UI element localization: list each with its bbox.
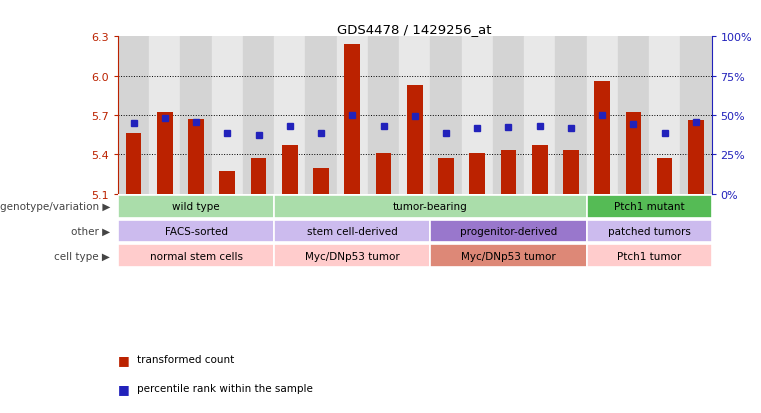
Bar [438, 159, 454, 195]
Bar [180, 37, 212, 195]
Bar [657, 159, 673, 195]
Text: Ptch1 mutant: Ptch1 mutant [613, 202, 684, 212]
Text: tumor-bearing: tumor-bearing [393, 202, 468, 212]
Bar [462, 37, 493, 195]
Bar [336, 37, 368, 195]
Text: transformed count: transformed count [137, 354, 234, 364]
Text: wild type: wild type [172, 202, 220, 212]
Bar [532, 146, 547, 195]
Bar [563, 151, 579, 195]
Bar [118, 195, 274, 218]
Text: percentile rank within the sample: percentile rank within the sample [137, 383, 313, 393]
Bar [524, 37, 556, 195]
Text: ■: ■ [118, 382, 134, 395]
Bar [243, 37, 274, 195]
Bar [274, 220, 431, 243]
Bar [587, 195, 712, 218]
Bar [376, 154, 391, 195]
Bar [431, 220, 587, 243]
Bar [501, 151, 516, 195]
Bar [157, 113, 173, 195]
Bar [118, 37, 149, 195]
Bar [493, 37, 524, 195]
Bar [274, 37, 305, 195]
Bar [649, 37, 680, 195]
Text: stem cell-derived: stem cell-derived [307, 226, 398, 236]
Bar [282, 146, 298, 195]
Text: progenitor-derived: progenitor-derived [460, 226, 557, 236]
Bar [587, 220, 712, 243]
Text: Myc/DNp53 tumor: Myc/DNp53 tumor [461, 251, 556, 261]
Bar [305, 37, 336, 195]
Bar [470, 154, 485, 195]
Bar [212, 37, 243, 195]
Bar [219, 172, 235, 195]
Text: Ptch1 tumor: Ptch1 tumor [617, 251, 681, 261]
Bar [587, 245, 712, 268]
Bar [399, 37, 431, 195]
Text: Myc/DNp53 tumor: Myc/DNp53 tumor [305, 251, 400, 261]
Bar [126, 134, 142, 195]
Bar [587, 37, 618, 195]
Bar [118, 220, 274, 243]
Bar [345, 45, 360, 195]
Text: FACS-sorted: FACS-sorted [164, 226, 228, 236]
Text: cell type ▶: cell type ▶ [55, 251, 110, 261]
Bar [368, 37, 399, 195]
Bar [680, 37, 712, 195]
Bar [431, 37, 462, 195]
Bar [431, 245, 587, 268]
Bar [556, 37, 587, 195]
Bar [594, 82, 610, 195]
Bar [626, 113, 642, 195]
Title: GDS4478 / 1429256_at: GDS4478 / 1429256_at [337, 23, 492, 36]
Text: patched tumors: patched tumors [607, 226, 690, 236]
Bar [274, 245, 431, 268]
Bar [250, 159, 266, 195]
Bar [188, 120, 204, 195]
Text: genotype/variation ▶: genotype/variation ▶ [0, 202, 110, 212]
Bar [314, 168, 329, 195]
Bar [407, 85, 422, 195]
Bar [149, 37, 180, 195]
Bar [274, 195, 587, 218]
Bar [688, 121, 704, 195]
Bar [118, 245, 274, 268]
Bar [618, 37, 649, 195]
Text: ■: ■ [118, 353, 134, 366]
Text: normal stem cells: normal stem cells [150, 251, 243, 261]
Text: other ▶: other ▶ [72, 226, 110, 236]
